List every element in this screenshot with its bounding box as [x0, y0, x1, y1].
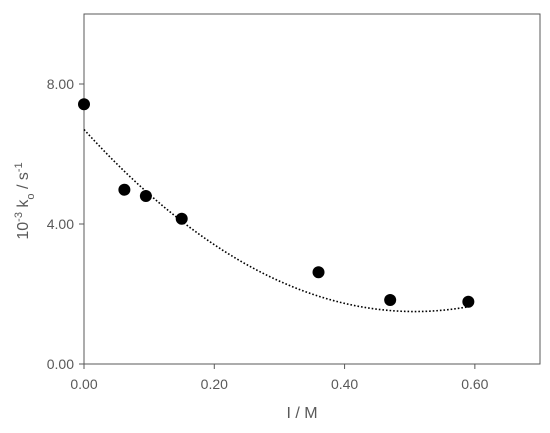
y-axis-title: 10-3 ko / s-1 — [13, 162, 37, 239]
y-axis-title-unit: / s — [15, 172, 32, 193]
y-axis-title-sub: o — [25, 193, 37, 199]
y-tick-label: 0.00 — [47, 356, 74, 372]
tick-labels: 0.00 0.20 0.40 0.60 0.00 4.00 8.00 — [47, 76, 489, 392]
data-point — [312, 266, 325, 279]
plot-frame — [83, 13, 541, 365]
data-points — [78, 98, 475, 308]
y-tick-label: 4.00 — [47, 216, 74, 232]
x-tick-label: 0.60 — [461, 376, 488, 392]
data-point — [384, 293, 397, 306]
x-tick-label: 0.40 — [331, 376, 358, 392]
data-point — [462, 295, 475, 308]
y-tick-label: 8.00 — [47, 76, 74, 92]
data-point — [175, 212, 188, 225]
x-tick-label: 0.20 — [201, 376, 228, 392]
y-axis-title-base: 10 — [15, 222, 32, 240]
y-axis-title-exp1: -3 — [13, 212, 25, 222]
x-tick-label: 0.00 — [70, 376, 97, 392]
y-axis-title-k: k — [15, 199, 32, 212]
data-point — [118, 183, 131, 196]
data-point — [78, 98, 90, 111]
y-axis-title-exp2: -1 — [13, 162, 25, 172]
x-axis-title: I / M — [286, 405, 317, 422]
data-point — [139, 190, 152, 202]
axes — [79, 13, 541, 369]
